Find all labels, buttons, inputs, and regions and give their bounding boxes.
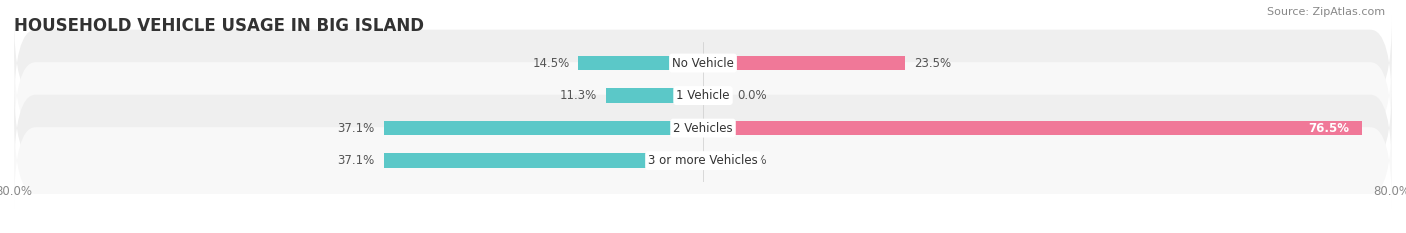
Bar: [703, 153, 728, 168]
Text: Source: ZipAtlas.com: Source: ZipAtlas.com: [1267, 7, 1385, 17]
Text: 1 Vehicle: 1 Vehicle: [676, 89, 730, 102]
Bar: [703, 56, 905, 70]
Text: HOUSEHOLD VEHICLE USAGE IN BIG ISLAND: HOUSEHOLD VEHICLE USAGE IN BIG ISLAND: [14, 17, 425, 35]
Bar: [703, 88, 728, 103]
Text: No Vehicle: No Vehicle: [672, 57, 734, 70]
FancyBboxPatch shape: [14, 113, 1392, 209]
Text: 76.5%: 76.5%: [1308, 122, 1348, 135]
FancyBboxPatch shape: [14, 15, 1392, 111]
Text: 0.0%: 0.0%: [738, 154, 768, 167]
FancyBboxPatch shape: [14, 48, 1392, 144]
Text: 23.5%: 23.5%: [914, 57, 950, 70]
Text: 11.3%: 11.3%: [560, 89, 598, 102]
Text: 0.0%: 0.0%: [738, 89, 768, 102]
Bar: [384, 153, 703, 168]
Bar: [384, 121, 703, 135]
Text: 37.1%: 37.1%: [337, 122, 375, 135]
Text: 3 or more Vehicles: 3 or more Vehicles: [648, 154, 758, 167]
Bar: [606, 88, 703, 103]
Text: 2 Vehicles: 2 Vehicles: [673, 122, 733, 135]
Text: 14.5%: 14.5%: [533, 57, 569, 70]
Bar: [703, 121, 1362, 135]
Text: 37.1%: 37.1%: [337, 154, 375, 167]
Bar: [578, 56, 703, 70]
FancyBboxPatch shape: [14, 80, 1392, 176]
